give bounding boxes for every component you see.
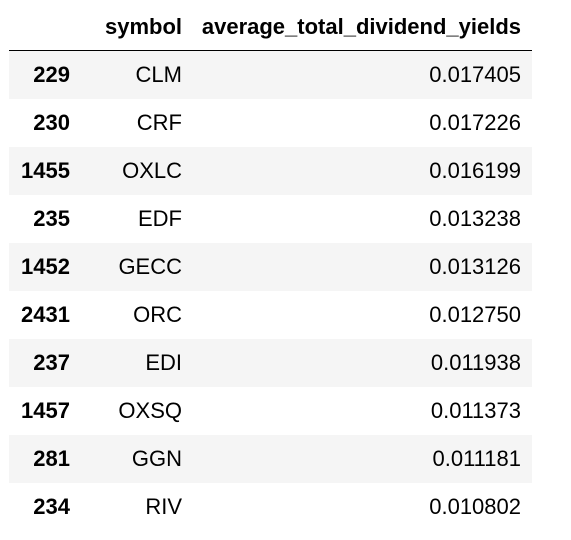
cell-symbol: GGN bbox=[131, 445, 182, 471]
row-index: 229 bbox=[33, 61, 70, 87]
cell-symbol: EDF bbox=[138, 205, 182, 231]
table-row: 235 EDF 0.013238 bbox=[9, 195, 532, 243]
cell-symbol: RIV bbox=[145, 493, 182, 519]
table-row: 230 CRF 0.017226 bbox=[9, 99, 532, 147]
table-row: 281 GGN 0.011181 bbox=[9, 434, 532, 483]
row-index: 2431 bbox=[21, 301, 70, 327]
cell-value: 0.011373 bbox=[430, 397, 521, 423]
dataframe-table: symbol average_total_dividend_yields 229… bbox=[9, 3, 532, 531]
cell-value: 0.012750 bbox=[429, 301, 521, 327]
cell-symbol: GECC bbox=[118, 253, 182, 279]
row-index: 234 bbox=[33, 493, 70, 519]
cell-value: 0.013126 bbox=[429, 253, 521, 279]
header-row: symbol average_total_dividend_yields bbox=[9, 3, 532, 51]
dataframe-output: symbol average_total_dividend_yields 229… bbox=[9, 3, 532, 531]
header-symbol: symbol bbox=[81, 3, 193, 51]
table-row: 234 RIV 0.010802 bbox=[9, 483, 532, 531]
table-row: 2431 ORC 0.012750 bbox=[9, 291, 532, 339]
row-index: 230 bbox=[33, 109, 70, 135]
header-average-total-dividend-yields: average_total_dividend_yields bbox=[193, 3, 532, 51]
table-row: 237 EDI 0.011938 bbox=[9, 338, 532, 387]
row-index: 237 bbox=[33, 349, 70, 375]
cell-value: 0.010802 bbox=[429, 493, 521, 519]
table-body: 229 CLM 0.017405 230 CRF 0.017226 1455 O… bbox=[9, 50, 532, 531]
header-index bbox=[9, 3, 81, 51]
cell-symbol: OXLC bbox=[122, 157, 182, 183]
table-row: 1457 OXSQ 0.011373 bbox=[9, 387, 532, 435]
row-index: 1455 bbox=[21, 157, 70, 183]
cell-value: 0.017405 bbox=[429, 61, 521, 87]
cell-value: 0.016199 bbox=[429, 157, 521, 183]
row-index: 1457 bbox=[21, 397, 70, 423]
table-row: 229 CLM 0.017405 bbox=[9, 50, 532, 99]
cell-value: 0.011181 bbox=[432, 445, 522, 471]
cell-value: 0.013238 bbox=[429, 205, 521, 231]
cell-symbol: CLM bbox=[135, 61, 182, 87]
table-row: 1452 GECC 0.013126 bbox=[9, 242, 532, 291]
cell-symbol: ORC bbox=[133, 301, 182, 327]
cell-symbol: CRF bbox=[136, 109, 182, 135]
cell-symbol: EDI bbox=[145, 349, 182, 375]
row-index: 235 bbox=[33, 205, 70, 231]
cell-value: 0.017226 bbox=[429, 109, 521, 135]
cell-symbol: OXSQ bbox=[118, 397, 182, 423]
row-index: 1452 bbox=[21, 253, 70, 279]
row-index: 281 bbox=[33, 445, 70, 471]
cell-value: 0.011938 bbox=[430, 349, 521, 375]
table-row: 1455 OXLC 0.016199 bbox=[9, 146, 532, 195]
table-header: symbol average_total_dividend_yields bbox=[9, 3, 532, 51]
